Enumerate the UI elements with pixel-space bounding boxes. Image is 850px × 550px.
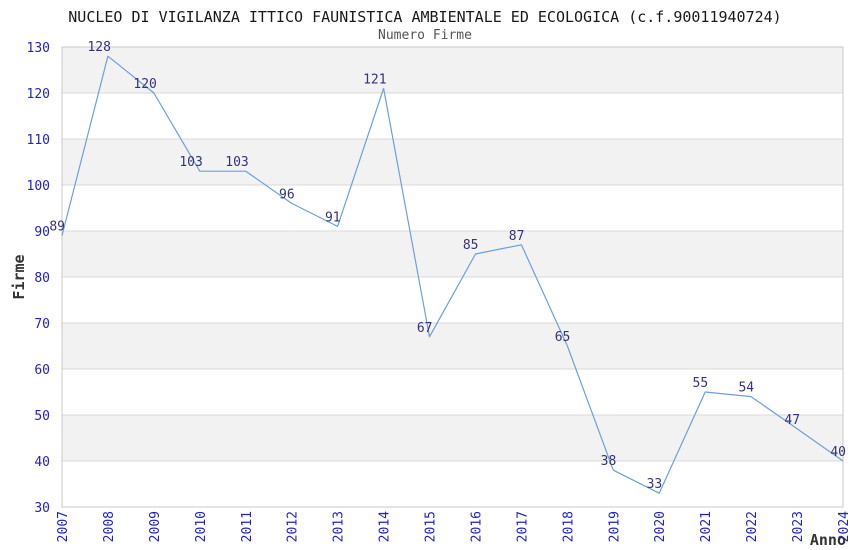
x-tick-label: 2019 <box>607 511 622 542</box>
y-tick-label: 80 <box>34 271 50 286</box>
plot-band <box>62 415 843 461</box>
data-point-label: 38 <box>601 454 617 469</box>
data-point-label: 87 <box>509 229 525 244</box>
x-tick-label: 2024 <box>837 511 850 542</box>
y-tick-label: 30 <box>34 501 50 516</box>
y-tick-label: 90 <box>34 225 50 240</box>
x-tick-label: 2012 <box>286 511 301 542</box>
x-tick-label: 2020 <box>653 511 668 542</box>
plot-band <box>62 369 843 415</box>
x-tick-label: 2015 <box>424 511 439 542</box>
series-line <box>61 55 844 494</box>
y-tick-label: 130 <box>27 41 50 56</box>
plot-band <box>62 323 843 369</box>
plot-band <box>62 93 843 139</box>
data-point-label: 33 <box>647 477 663 492</box>
chart-subtitle: Numero Firme <box>378 28 472 43</box>
data-point-label: 121 <box>363 72 386 87</box>
data-point-label: 85 <box>463 238 479 253</box>
data-point-label: 120 <box>133 77 156 92</box>
data-point-label: 55 <box>693 376 709 391</box>
y-tick-label: 50 <box>34 409 50 424</box>
data-point-label: 65 <box>555 330 571 345</box>
plot-border <box>61 46 844 508</box>
data-point-label: 67 <box>417 321 433 336</box>
x-tick-label: 2017 <box>515 511 530 542</box>
data-point-label: 91 <box>325 210 341 225</box>
x-tick-label: 2018 <box>561 511 576 542</box>
data-point-label: 89 <box>49 220 65 235</box>
x-tick-label: 2022 <box>745 511 760 542</box>
data-point-label: 47 <box>784 413 800 428</box>
y-tick-label: 40 <box>34 455 50 470</box>
plot-band <box>62 277 843 323</box>
plot-band <box>62 185 843 231</box>
y-tick-label: 120 <box>27 87 50 102</box>
data-point-label: 96 <box>279 187 295 202</box>
x-tick-label: 2007 <box>56 511 71 542</box>
x-tick-label: 2009 <box>148 511 163 542</box>
x-tick-label: 2013 <box>332 511 347 542</box>
y-tick-label: 60 <box>34 363 50 378</box>
y-tick-label: 110 <box>27 133 50 148</box>
chart-title: NUCLEO DI VIGILANZA ITTICO FAUNISTICA AM… <box>68 8 782 26</box>
x-tick-label: 2014 <box>378 511 393 542</box>
x-tick-label: 2010 <box>194 511 209 542</box>
data-point-label: 54 <box>738 381 754 396</box>
data-point-label: 40 <box>830 445 846 460</box>
x-tick-label: 2023 <box>791 511 806 542</box>
x-tick-label: 2016 <box>469 511 484 542</box>
y-tick-label: 100 <box>27 179 50 194</box>
plot-band <box>62 47 843 93</box>
plot-band <box>62 231 843 277</box>
data-point-label: 128 <box>87 40 110 55</box>
plot-band <box>62 139 843 185</box>
y-tick-label: 70 <box>34 317 50 332</box>
data-point-label: 103 <box>225 155 248 170</box>
plot-band <box>62 461 843 507</box>
x-tick-label: 2021 <box>699 511 714 542</box>
y-axis-title: Firme <box>10 254 28 299</box>
x-tick-label: 2008 <box>102 511 117 542</box>
x-axis-title: Anno <box>810 531 846 549</box>
x-tick-label: 2011 <box>240 511 255 542</box>
data-point-label: 103 <box>179 155 202 170</box>
